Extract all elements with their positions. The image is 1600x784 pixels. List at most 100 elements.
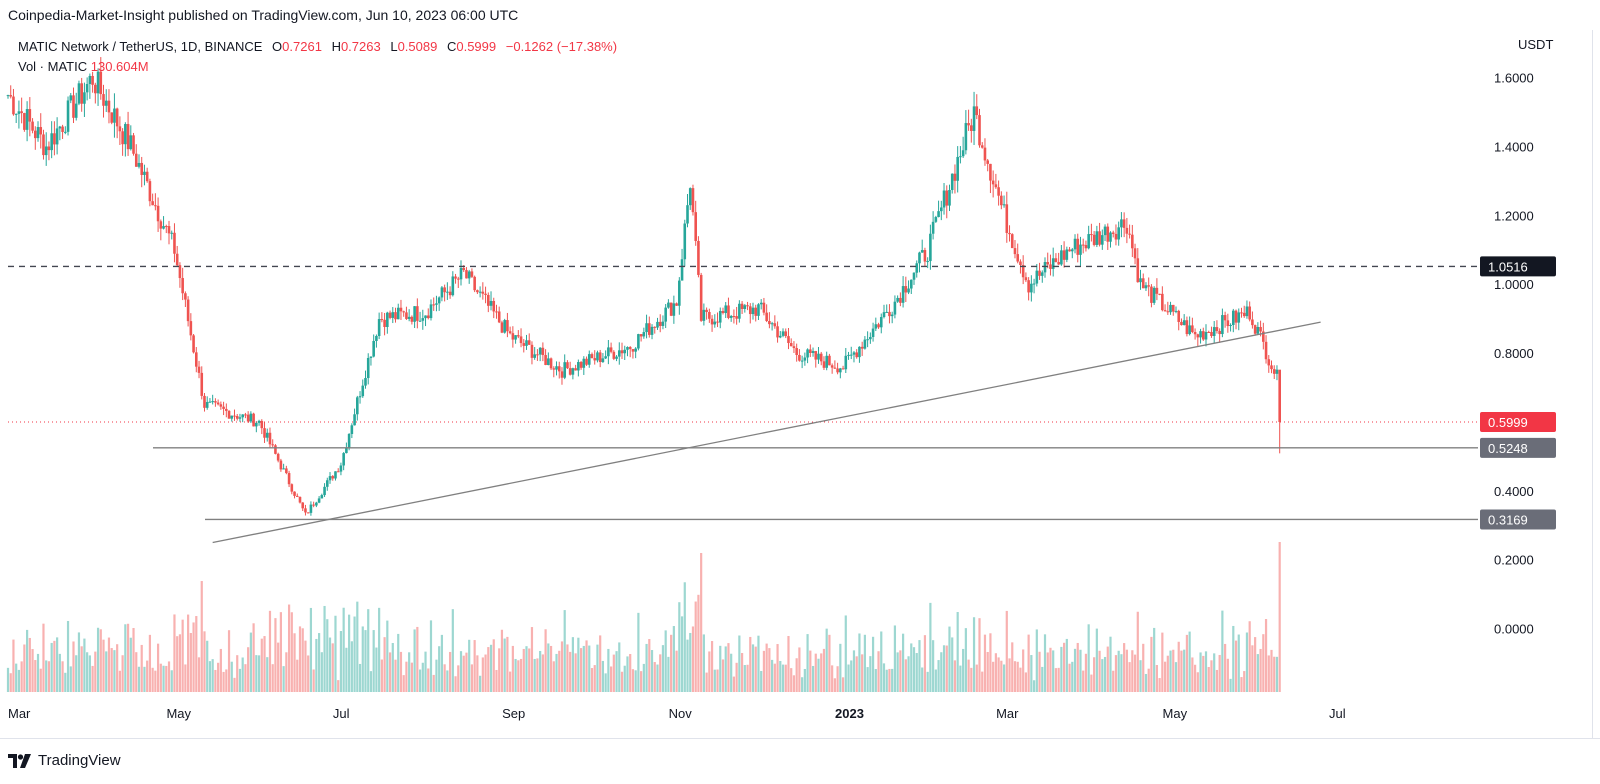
- candle-body: [748, 306, 752, 315]
- candle-body: [787, 336, 790, 344]
- volume-bar: [994, 653, 997, 692]
- volume-bar: [1125, 649, 1128, 692]
- candle-body: [945, 190, 949, 206]
- candle-body: [514, 335, 517, 340]
- volume-bar: [1022, 649, 1025, 692]
- candle-body: [1081, 244, 1085, 246]
- volume-bar: [948, 626, 951, 692]
- candle-body: [770, 323, 774, 325]
- volume-bar: [1139, 660, 1142, 692]
- volume-bar: [58, 653, 61, 692]
- candle-body: [604, 356, 607, 359]
- volume-bar: [953, 660, 957, 692]
- volume-bar: [942, 645, 946, 692]
- volume-bar: [148, 634, 152, 692]
- volume-bar: [555, 653, 558, 692]
- volume-bar: [91, 665, 94, 692]
- candle-body: [899, 297, 902, 303]
- candle-body: [740, 303, 744, 309]
- candle-body: [555, 366, 558, 370]
- symbol-legend[interactable]: MATIC Network / TetherUS, 1D, BINANCE O0…: [18, 39, 617, 54]
- candle-body: [96, 71, 100, 94]
- candle-body: [375, 336, 378, 341]
- volume-bar: [743, 665, 746, 692]
- volume-bar: [904, 659, 907, 692]
- volume-bar: [1150, 636, 1153, 692]
- volume-bar: [1000, 660, 1003, 692]
- volume-bar: [820, 653, 823, 692]
- candle-body: [140, 162, 144, 175]
- candle-body: [538, 347, 542, 355]
- volume-bar: [609, 666, 613, 692]
- candle-body: [104, 100, 108, 106]
- candle-body: [1174, 310, 1178, 312]
- volume-bar: [574, 653, 577, 692]
- candle-body: [585, 358, 588, 365]
- volume-bar: [1128, 662, 1131, 692]
- candle-body: [639, 334, 643, 337]
- candle-body: [342, 453, 345, 466]
- volume-bar: [1158, 678, 1161, 692]
- candle-body: [274, 445, 277, 454]
- candle-body: [1111, 232, 1115, 234]
- candle-body: [710, 318, 714, 325]
- candle-body: [184, 293, 187, 300]
- volume-bar: [9, 673, 12, 692]
- candle-body: [1049, 264, 1052, 269]
- candle-body: [178, 265, 182, 279]
- candle-body: [399, 307, 403, 312]
- volume-bar: [866, 667, 869, 692]
- candle-body: [227, 410, 231, 419]
- chart-frame[interactable]: [0, 30, 1593, 738]
- candle-body: [377, 319, 381, 337]
- volume-bar: [970, 667, 973, 692]
- volume-bar: [64, 672, 67, 692]
- candle-body: [675, 303, 678, 306]
- candle-body: [926, 261, 929, 263]
- candle-body: [615, 356, 618, 359]
- candle-body: [759, 302, 763, 305]
- candle-body: [456, 278, 460, 280]
- candle-body: [967, 123, 970, 126]
- volume-bar: [257, 655, 261, 692]
- y-tick-label: 0.8000: [1494, 346, 1534, 361]
- volume-bar: [675, 650, 678, 692]
- y-tick-label: 0.0000: [1494, 622, 1534, 637]
- candle-body: [1229, 324, 1232, 327]
- candle-body: [405, 312, 408, 319]
- candle-body: [189, 321, 193, 336]
- candle-body: [99, 71, 103, 95]
- candle-body: [257, 420, 261, 423]
- candle-body: [1040, 272, 1044, 276]
- volume-bar: [331, 643, 334, 692]
- volume-legend[interactable]: Vol · MATIC 130.604M: [18, 59, 149, 74]
- volume-bar: [1087, 624, 1090, 692]
- candle-body: [91, 75, 94, 85]
- volume-bar: [1008, 658, 1011, 692]
- volume-bar: [1204, 651, 1208, 692]
- candle-body: [366, 357, 370, 379]
- volume-bar: [102, 639, 105, 692]
- volume-bar: [563, 610, 566, 692]
- volume-bar: [1063, 642, 1066, 692]
- candle-body: [473, 276, 476, 291]
- candle-body: [312, 504, 315, 506]
- volume-bar: [492, 639, 495, 692]
- candle-body: [31, 121, 34, 131]
- candle-body: [809, 349, 812, 353]
- volume-bar: [642, 663, 645, 692]
- volume-bar: [932, 640, 935, 692]
- footer[interactable]: TradingView: [8, 752, 121, 769]
- y-tick-label: 1.2000: [1494, 208, 1534, 223]
- volume-bar: [907, 656, 910, 692]
- volume-bar: [1155, 665, 1158, 692]
- volume-bar: [440, 634, 444, 692]
- candle-body: [265, 432, 269, 438]
- volume-bar: [468, 639, 471, 692]
- volume-bar: [1117, 650, 1120, 692]
- candle-body: [849, 354, 853, 356]
- volume-bar: [719, 645, 722, 692]
- volume-bar: [1123, 643, 1126, 692]
- candle-body: [451, 276, 455, 296]
